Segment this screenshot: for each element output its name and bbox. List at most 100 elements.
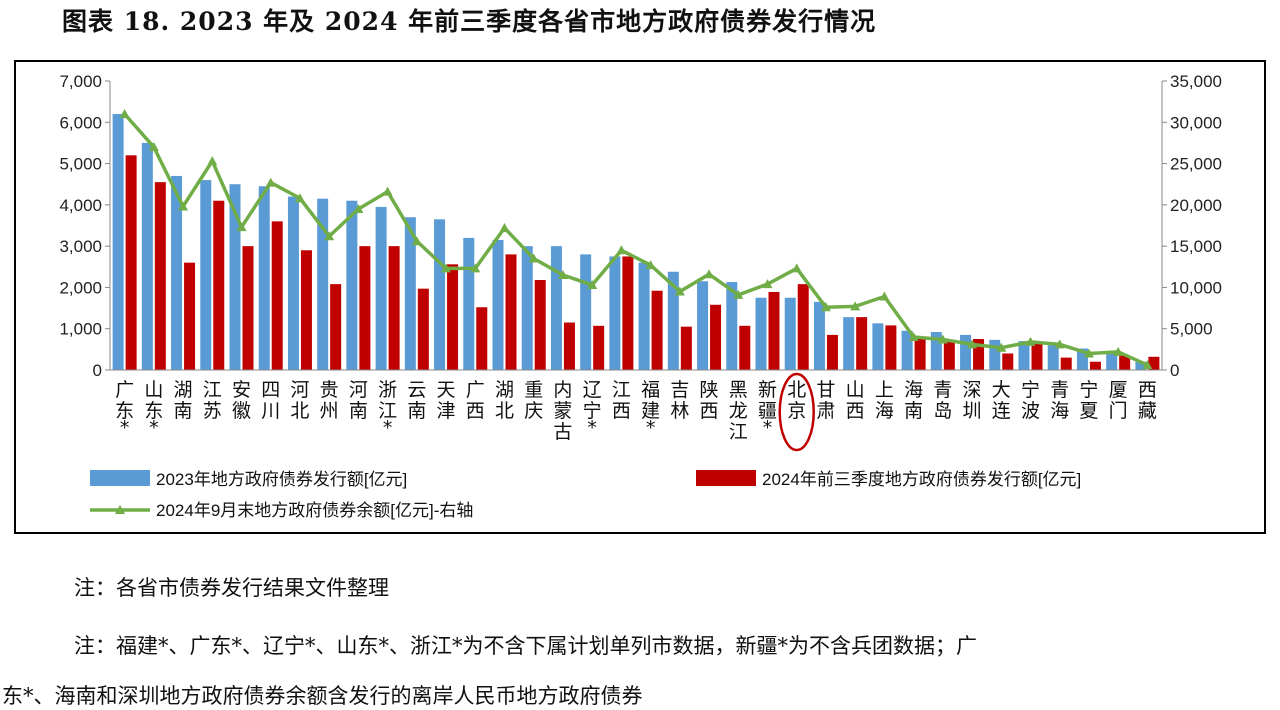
bar-2024 [914,336,926,370]
balance-point [762,279,773,289]
category-label: 南 [407,400,426,422]
bar-2024 [680,326,692,370]
bar-2024 [534,279,546,370]
category-label: 江 [729,421,748,443]
bar-2023 [784,297,796,370]
y-left-tick-label: 4,000 [59,196,102,215]
balance-point [119,109,130,119]
bar-2024 [271,221,283,370]
bar-2024 [184,262,196,370]
bar-2024 [710,304,722,370]
balance-point [791,263,802,273]
balance-point [1113,346,1124,356]
bar-2024 [797,284,809,370]
bar-2023 [346,200,358,370]
category-label: 南 [174,400,193,422]
category-label: 湖 [174,379,193,401]
balance-point [1142,360,1153,370]
bar-2023 [521,246,533,370]
bar-2024 [388,246,400,370]
bar-2024 [973,339,985,370]
balance-point [616,245,627,255]
category-label: 上 [875,379,894,401]
balance-point [645,260,656,270]
y-left-tick-label: 5,000 [59,155,102,174]
bar-2023 [726,282,738,370]
legend-swatch-marker [115,505,125,514]
category-label: 藏 [1138,400,1157,422]
bar-2024 [417,288,429,370]
category-label: 北 [290,400,309,422]
category-label: 龙 [729,400,748,422]
category-label: 厦 [1109,379,1128,401]
bar-2023 [112,114,124,371]
category-label: 疆 [758,400,777,422]
note-detail-line1: 注：福建*、广东*、辽宁*、山东*、浙江*为不含下属计划单列市数据，新疆*为不含… [74,634,977,658]
category-label: 大 [992,379,1011,401]
balance-point [1083,348,1094,358]
category-label: 东 [115,400,134,422]
bar-2023 [375,206,387,370]
bar-2024 [330,284,342,370]
bar-2023 [813,301,825,370]
category-label: 宁 [1079,379,1098,401]
balance-point [967,339,978,349]
bar-2023 [404,217,416,370]
note-detail-line2: 东*、海南和深圳地方政府债券余额含发行的离岸人民币地方政府债券 [2,684,643,708]
balance-point [733,289,744,299]
bar-2024 [125,155,137,370]
bar-2024 [622,256,634,370]
bar-2023 [434,219,446,370]
chart-frame [14,60,1266,534]
category-label: * [383,417,393,439]
y-left-tick-label: 6,000 [59,113,102,132]
bar-2023 [200,180,212,370]
bar-2024 [943,341,955,370]
category-label: 建 [641,400,660,422]
y-left-tick-label: 1,000 [59,320,102,339]
category-label: 重 [524,379,543,401]
balance-point [236,222,247,232]
category-label: 北 [495,400,514,422]
category-label: 徽 [232,400,251,422]
bar-2023 [930,332,942,370]
category-label: 江 [378,400,397,422]
bar-2023 [550,246,562,370]
category-label: 岛 [933,400,952,422]
bar-2023 [638,262,650,370]
bar-2023 [697,281,709,370]
category-label: 辽 [583,379,602,401]
category-label: 北 [787,379,806,401]
y-right-tick-label: 15,000 [1170,237,1222,256]
y-right-tick-label: 25,000 [1170,155,1222,174]
category-label: 青 [933,379,952,401]
category-label: 海 [904,379,923,401]
balance-point [499,222,510,232]
bar-2024 [563,322,575,370]
bar-2024 [447,264,459,370]
category-label: 庆 [524,400,543,422]
legend-swatch-2024 [696,470,756,486]
bar-2024 [300,250,312,370]
bar-2023 [755,297,767,370]
bar-2024 [739,325,751,370]
category-label: 圳 [963,400,982,422]
category-label: 河 [349,379,368,401]
y-left-tick-label: 3,000 [59,237,102,256]
category-label: * [646,417,656,439]
y-right-tick-label: 30,000 [1170,113,1222,132]
balance-point [1054,339,1065,349]
bar-2023 [609,256,621,370]
balance-point [908,331,919,341]
balance-point [937,334,948,344]
bar-2024 [856,317,868,370]
balance-point [148,142,159,152]
bar-2024 [505,254,517,370]
y-left-tick-label: 2,000 [59,278,102,297]
category-label: 海 [1050,400,1069,422]
bar-2024 [1002,353,1014,370]
bar-2023 [843,317,855,370]
category-label: 京 [787,400,806,422]
category-label: 宁 [1021,379,1040,401]
